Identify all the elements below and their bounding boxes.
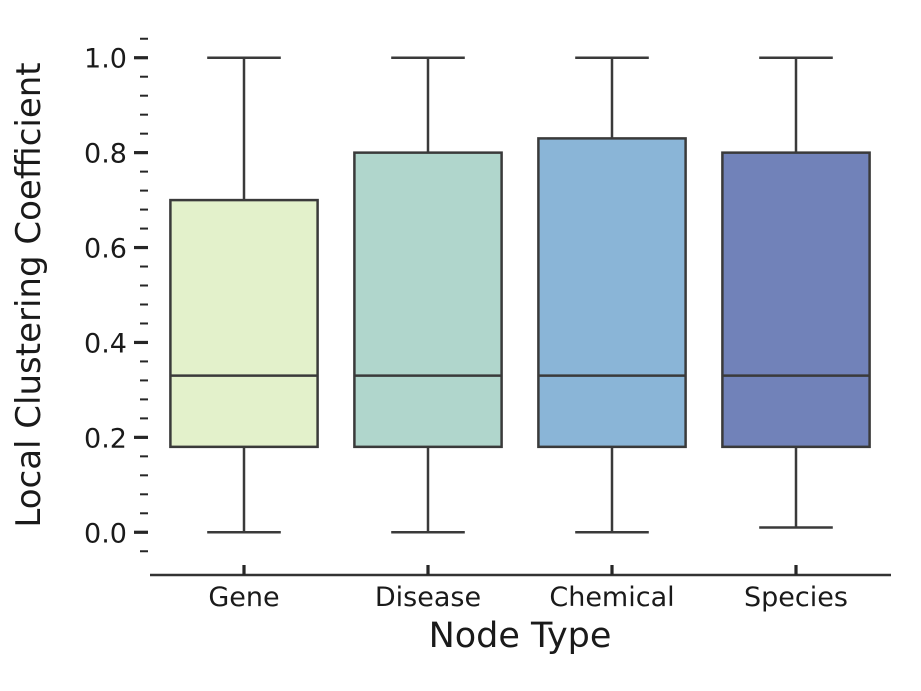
- box-chemical: [537, 137, 687, 449]
- y-tick-label: 1.0: [84, 44, 127, 75]
- y-tick-label: 0.4: [84, 328, 127, 359]
- x-tick-label-disease: Disease: [375, 582, 481, 613]
- x-tick-label-chemical: Chemical: [549, 582, 674, 613]
- y-tick-label: 0.0: [84, 518, 127, 549]
- y-tick-label: 0.8: [84, 139, 127, 170]
- x-tick-label-species: Species: [744, 582, 848, 613]
- box-gene: [169, 198, 319, 449]
- box-species: [721, 151, 871, 449]
- y-tick-label: 0.6: [84, 234, 127, 265]
- y-tick-label: 0.2: [84, 423, 127, 454]
- box-disease: [353, 151, 503, 449]
- x-tick-label-gene: Gene: [208, 582, 279, 613]
